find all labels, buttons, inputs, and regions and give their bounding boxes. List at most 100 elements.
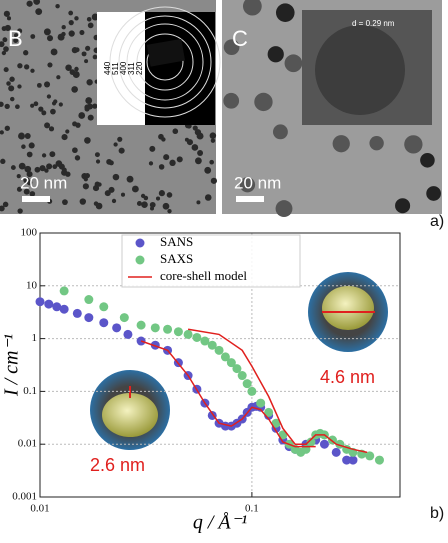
data-point <box>365 451 375 461</box>
nanoparticle <box>72 71 80 78</box>
nanoparticle <box>18 132 25 140</box>
data-point <box>207 340 217 350</box>
nanoparticle <box>6 81 11 86</box>
nanoparticle <box>68 30 75 37</box>
nanoparticle <box>2 37 8 43</box>
nanoparticle <box>9 76 15 82</box>
nanoparticle <box>136 201 142 206</box>
nanoparticle <box>26 171 33 178</box>
nanoparticle <box>23 188 30 195</box>
data-point <box>232 364 242 374</box>
nanoparticle <box>30 68 35 73</box>
nanoparticle <box>92 103 98 109</box>
nanoparticle <box>95 202 103 210</box>
scale-bar <box>236 196 264 202</box>
y-axis-label: I / cm⁻¹ <box>1 334 23 397</box>
data-point <box>306 437 316 447</box>
nanoparticle <box>84 104 91 111</box>
nanoparticle <box>162 202 170 210</box>
annotation: 2.6 nm <box>90 455 145 475</box>
nanoparticle <box>56 75 61 80</box>
nanoparticle <box>113 142 118 147</box>
nanoparticle <box>167 208 172 214</box>
beam-stop <box>146 38 186 67</box>
y-tick-label: 100 <box>21 227 38 239</box>
nanoparticle <box>158 164 165 170</box>
nanoparticle <box>112 173 120 181</box>
nanoparticle <box>10 96 15 102</box>
nanoparticle <box>3 67 9 73</box>
nanoparticle <box>17 208 23 214</box>
data-point <box>200 336 210 346</box>
nanoparticle <box>111 198 117 204</box>
nanoparticle <box>196 132 204 140</box>
nanoparticle <box>141 201 148 209</box>
nanoparticle <box>169 159 176 167</box>
data-point <box>226 358 236 368</box>
nanoparticle <box>94 152 100 158</box>
nanoparticle <box>62 199 68 206</box>
nanoparticle <box>26 0 33 7</box>
x-tick-label: 0.1 <box>245 503 259 515</box>
nanoparticle <box>52 50 57 55</box>
data-point <box>256 398 266 408</box>
legend-marker <box>135 255 145 265</box>
legend-label: SANS <box>160 234 193 249</box>
nanoparticle <box>81 51 87 57</box>
nanoparticle <box>4 125 10 131</box>
nanoparticle <box>79 29 85 36</box>
nanoparticle <box>24 64 30 70</box>
data-point <box>247 386 257 396</box>
nanoparticle <box>43 28 51 36</box>
nanoparticle <box>30 103 35 108</box>
nanoparticle <box>78 112 86 119</box>
nanoparticle <box>84 59 89 64</box>
nanoparticle <box>192 125 198 131</box>
nanoparticle <box>186 139 194 146</box>
nanoparticle <box>10 165 16 171</box>
data-point <box>183 329 193 339</box>
nanoparticle <box>41 110 47 116</box>
data-point <box>192 332 202 342</box>
nanoparticle <box>13 38 19 43</box>
figure-label: a) <box>430 213 444 230</box>
nanoparticle <box>176 156 183 163</box>
nanoparticle <box>30 34 36 39</box>
nanoparticle <box>33 101 39 107</box>
y-tick-label: 0.1 <box>23 385 37 397</box>
nanoparticle <box>44 122 51 129</box>
nanoparticle <box>223 39 240 56</box>
nanoparticle <box>1 50 7 56</box>
nanoparticle <box>21 144 26 149</box>
nanoparticle <box>18 162 26 170</box>
nanoparticle <box>97 182 102 187</box>
nanoparticle <box>150 206 155 211</box>
scale-bar <box>22 196 50 202</box>
nanoparticle <box>158 133 164 140</box>
nanoparticle <box>204 194 212 201</box>
data-point <box>237 371 247 381</box>
data-point <box>123 329 133 339</box>
nanoparticle <box>61 31 66 37</box>
nanoparticle <box>17 63 23 69</box>
nanoparticle <box>87 114 94 121</box>
data-point <box>348 455 358 465</box>
nanoparticle <box>420 152 435 168</box>
nanoparticle <box>61 134 68 141</box>
nanoparticle <box>197 150 204 156</box>
y-tick-label: 1 <box>32 332 38 344</box>
nanoparticle <box>47 62 53 68</box>
nanoparticle <box>155 196 161 201</box>
nanoparticle <box>86 16 92 22</box>
nanoparticle <box>17 84 22 89</box>
ring-label: 511 <box>111 62 120 75</box>
nanoparticle <box>369 135 384 151</box>
nanoparticle <box>92 54 98 60</box>
micelle-small <box>90 370 170 450</box>
nanoparticle <box>95 159 101 164</box>
legend-label: core-shell model <box>160 268 247 283</box>
diffraction-dark <box>145 12 215 125</box>
nanoparticle <box>15 104 20 110</box>
nanoparticle <box>85 97 93 105</box>
